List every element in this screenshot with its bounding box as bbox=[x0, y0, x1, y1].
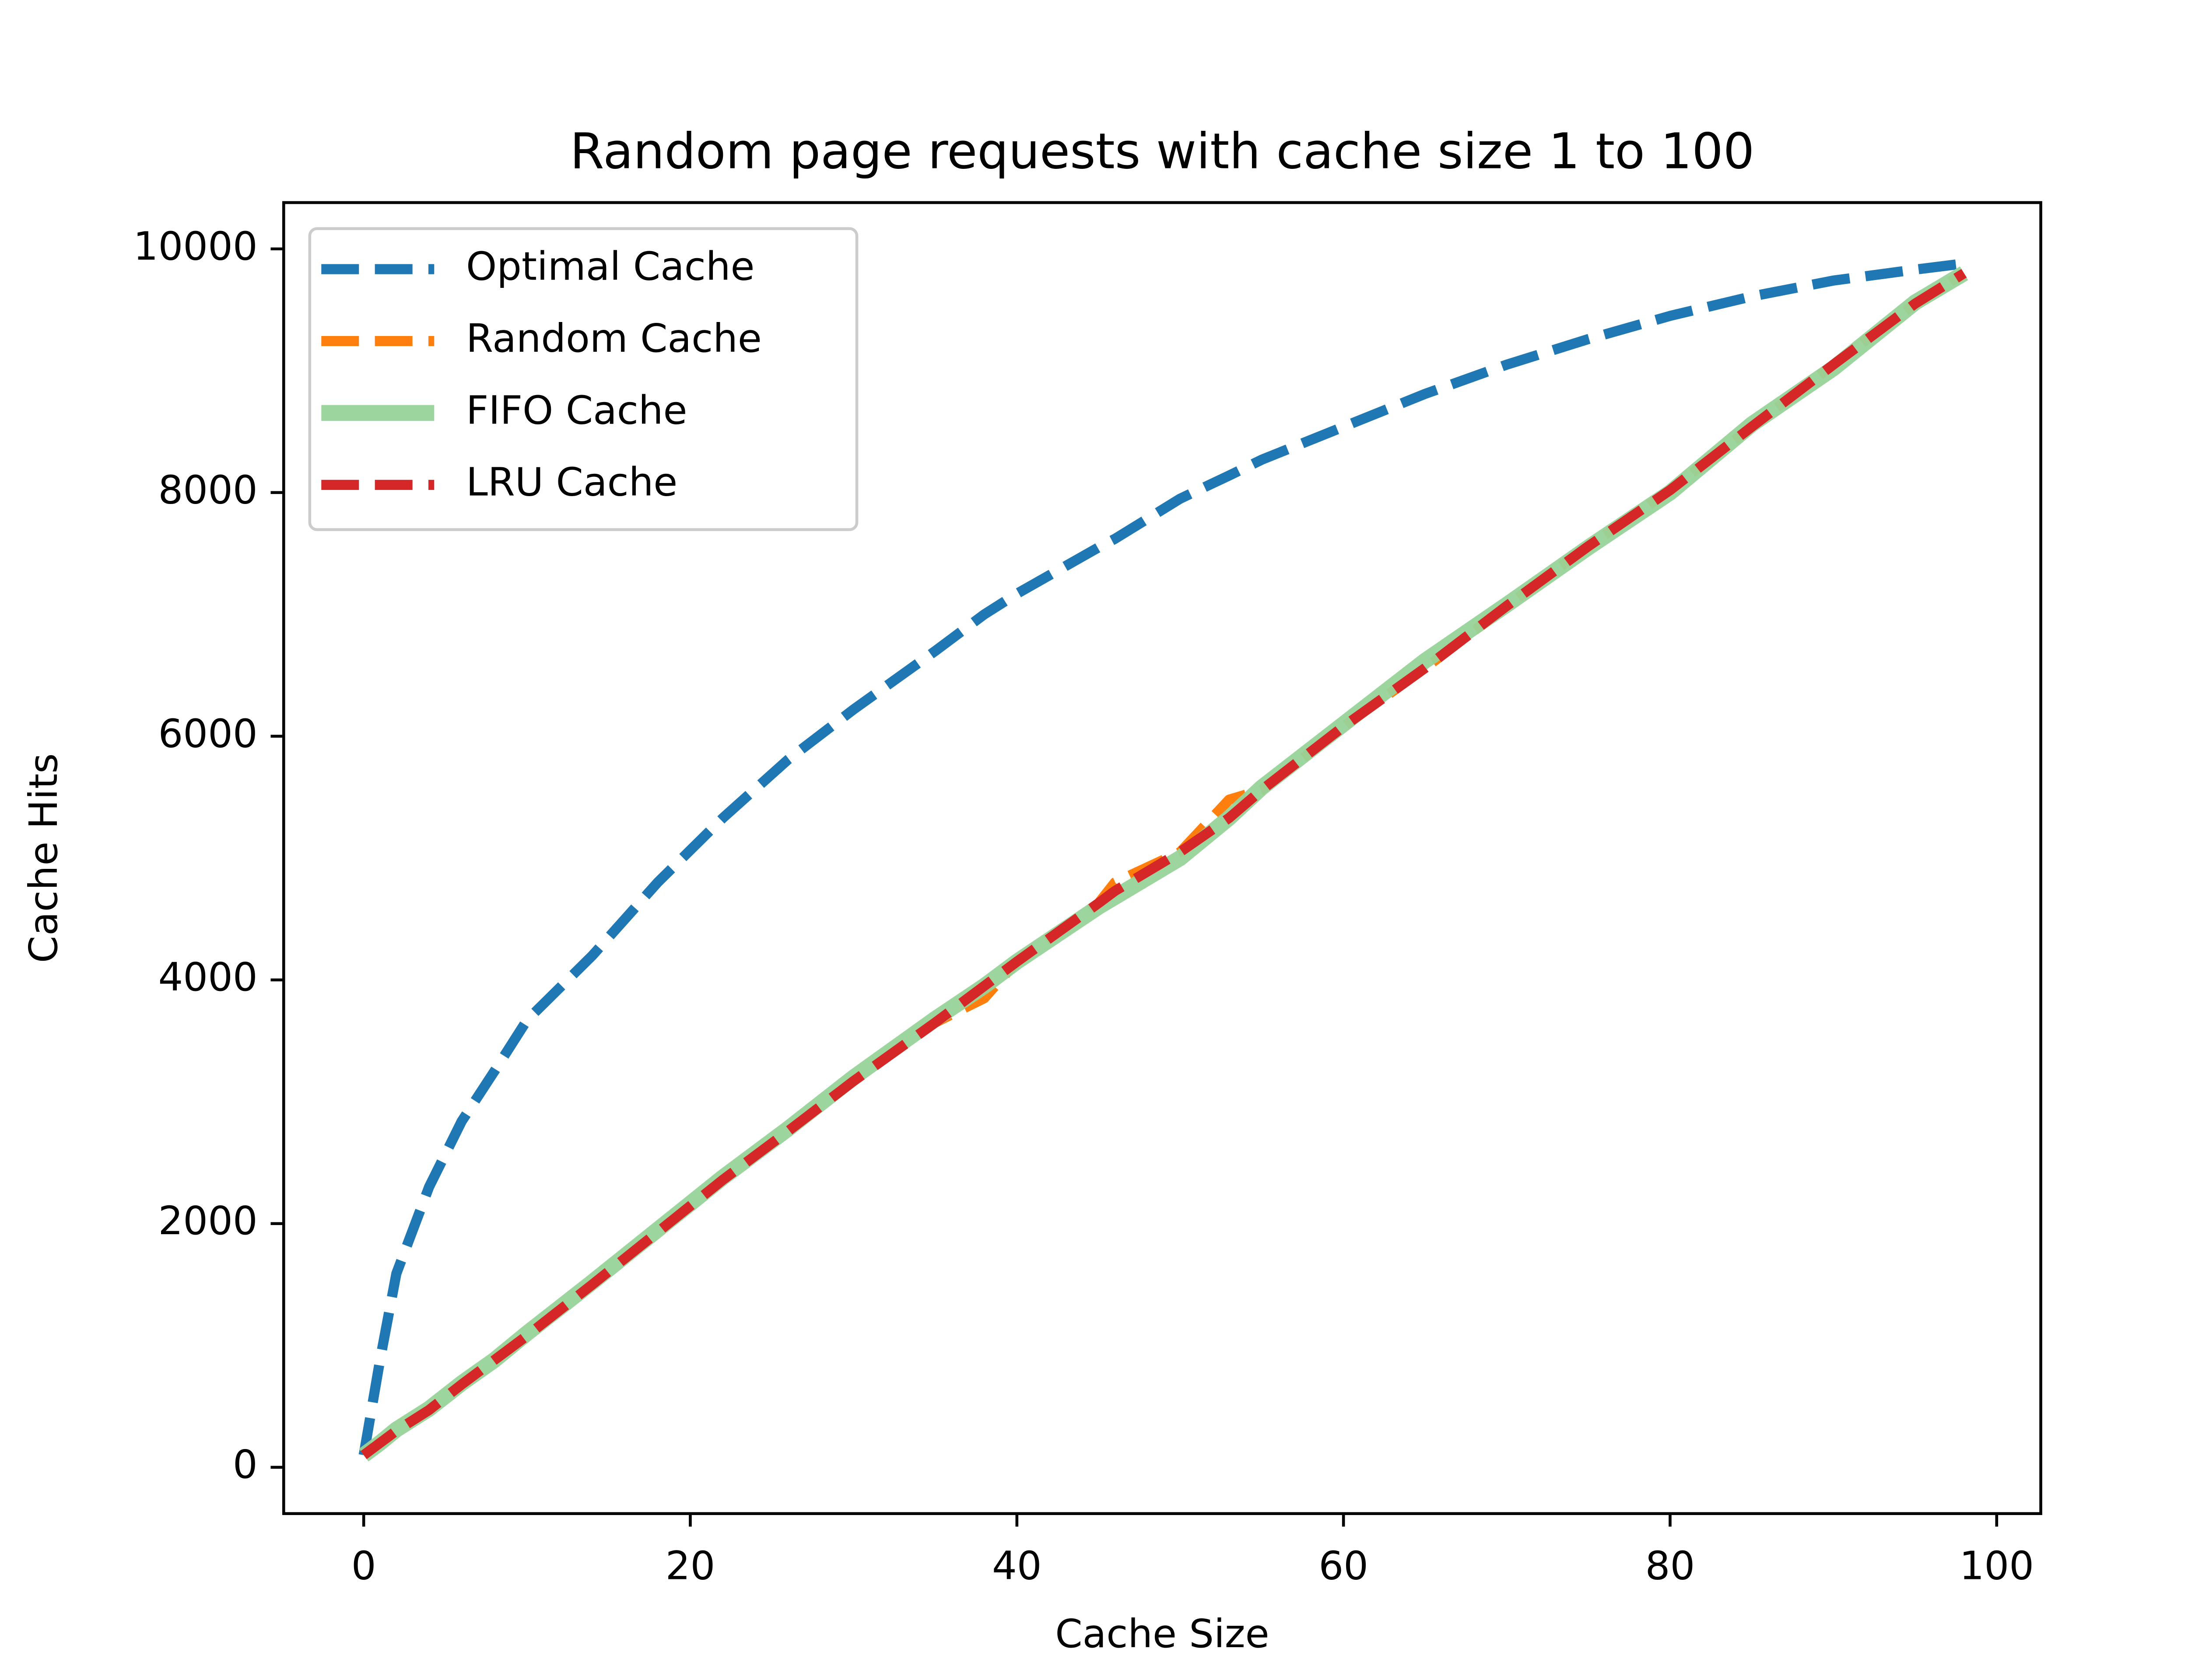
axes-frame bbox=[282, 201, 2042, 1515]
legend-label: FIFO Cache bbox=[466, 388, 687, 433]
series-line bbox=[358, 258, 1965, 1456]
x-axis-label: Cache Size bbox=[1055, 1611, 1269, 1657]
legend-label: LRU Cache bbox=[466, 460, 677, 505]
plot-area bbox=[358, 258, 1968, 1462]
x-tick-label: 60 bbox=[1318, 1544, 1368, 1589]
y-tick-label: 10000 bbox=[133, 224, 258, 269]
legend-label: Optimal Cache bbox=[466, 244, 754, 290]
series-line bbox=[361, 269, 1967, 1460]
x-tick-label: 100 bbox=[1960, 1544, 2034, 1589]
legend: Optimal Cache Random Cache FIFO Cache LRU C… bbox=[308, 227, 859, 531]
x-tick-label: 40 bbox=[992, 1544, 1042, 1589]
legend-box bbox=[308, 227, 859, 531]
x-tick-label: 0 bbox=[351, 1544, 376, 1589]
y-tick-label: 6000 bbox=[158, 711, 257, 756]
y-tick-label: 4000 bbox=[158, 955, 257, 1000]
legend-label: Random Cache bbox=[466, 316, 762, 361]
x-tick-label: 80 bbox=[1645, 1544, 1695, 1589]
y-tick-label: 2000 bbox=[158, 1198, 257, 1244]
y-tick-label: 8000 bbox=[158, 467, 257, 513]
y-axis-label: Cache Hits bbox=[21, 753, 67, 963]
y-tick-label: 0 bbox=[233, 1442, 258, 1488]
x-tick-label: 20 bbox=[666, 1544, 715, 1589]
chart-title: Random page requests with cache size 1 t… bbox=[570, 123, 1755, 180]
